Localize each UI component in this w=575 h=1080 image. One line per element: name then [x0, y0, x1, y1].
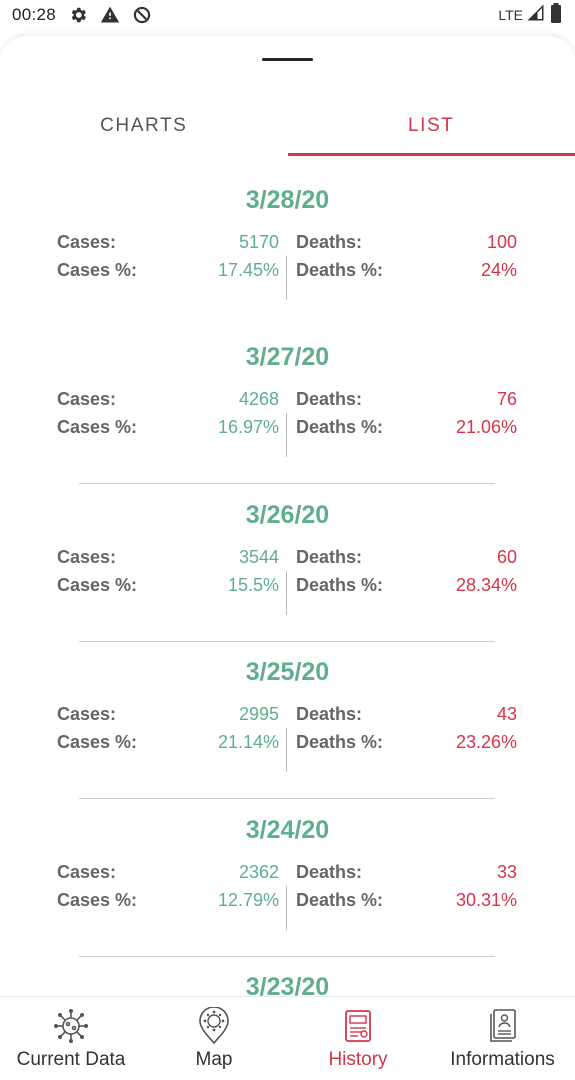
map-pin-icon	[195, 1007, 233, 1045]
cases-pct-value: 12.79%	[217, 890, 279, 910]
cases-value: 3544	[238, 547, 279, 567]
cases-value: 2995	[238, 704, 279, 724]
nav-label-history: History	[328, 1049, 388, 1070]
cases-label: Cases:	[57, 704, 117, 724]
deaths-value: 33	[496, 862, 517, 882]
deaths-label: Deaths:	[296, 232, 363, 252]
cases-value: 5170	[238, 232, 279, 252]
entry-divider	[79, 956, 495, 957]
column-divider	[286, 886, 287, 930]
bottom-navigation: Current Data Map History	[0, 996, 575, 1080]
bottom-sheet: CHARTS LIST 3/28/20 Cases: 5170 Deaths: …	[0, 36, 575, 1080]
row-counts: Cases: 2995 Deaths: 43	[57, 704, 517, 732]
signal-icon	[527, 3, 545, 27]
nav-current-data[interactable]: Current Data	[0, 997, 142, 1080]
deaths-value: 43	[496, 704, 517, 724]
cases-pct-value: 15.5%	[227, 575, 279, 595]
row-percents: Cases %: 15.5% Deaths %: 28.34%	[57, 575, 517, 603]
deaths-pct-label: Deaths %:	[296, 890, 384, 910]
deaths-label: Deaths:	[296, 389, 363, 409]
entry-date: 3/26/20	[245, 501, 330, 529]
battery-icon	[549, 2, 563, 28]
entry-divider	[79, 483, 495, 484]
cases-pct-value: 21.14%	[217, 732, 279, 752]
column-divider	[286, 413, 287, 457]
column-divider	[286, 256, 287, 300]
row-counts: Cases: 2362 Deaths: 33	[57, 862, 517, 890]
row-counts: Cases: 4268 Deaths: 76	[57, 389, 517, 417]
deaths-value: 76	[496, 389, 517, 409]
cases-pct-label: Cases %:	[57, 732, 138, 752]
history-report-icon	[339, 1007, 377, 1045]
nav-informations[interactable]: Informations	[430, 997, 575, 1080]
nav-label-informations: Informations	[450, 1049, 555, 1070]
cases-value: 4268	[238, 389, 279, 409]
deaths-label: Deaths:	[296, 704, 363, 724]
row-counts: Cases: 3544 Deaths: 60	[57, 547, 517, 575]
nav-label-map: Map	[195, 1049, 233, 1070]
settings-gear-icon	[66, 3, 90, 27]
entry-date: 3/25/20	[245, 658, 330, 686]
history-list[interactable]: 3/28/20 Cases: 5170 Deaths: 100 Cases %:…	[0, 166, 575, 996]
nav-map[interactable]: Map	[142, 997, 286, 1080]
deaths-pct-label: Deaths %:	[296, 575, 384, 595]
entry-divider	[79, 798, 495, 799]
data-saver-icon	[130, 3, 154, 27]
column-divider	[286, 571, 287, 615]
deaths-pct-value: 28.34%	[455, 575, 517, 595]
virus-icon	[52, 1007, 90, 1045]
entry-date: 3/24/20	[245, 816, 330, 844]
row-counts: Cases: 5170 Deaths: 100	[57, 232, 517, 260]
deaths-pct-value: 23.26%	[455, 732, 517, 752]
tab-list[interactable]: LIST	[287, 96, 575, 156]
cases-pct-label: Cases %:	[57, 260, 138, 280]
cases-value: 2362	[238, 862, 279, 882]
nav-history[interactable]: History	[286, 997, 430, 1080]
entry-date: 3/27/20	[245, 343, 330, 371]
entry-date: 3/23/20	[245, 973, 330, 996]
cases-pct-value: 16.97%	[217, 417, 279, 437]
nav-label-current-data: Current Data	[16, 1049, 126, 1070]
status-time: 00:28	[12, 5, 57, 24]
cases-label: Cases:	[57, 232, 117, 252]
cases-pct-label: Cases %:	[57, 417, 138, 437]
deaths-pct-label: Deaths %:	[296, 732, 384, 752]
status-bar: 00:28 LTE	[0, 0, 575, 30]
warning-icon	[98, 3, 122, 27]
row-percents: Cases %: 17.45% Deaths %: 24%	[57, 260, 517, 288]
deaths-pct-label: Deaths %:	[296, 417, 384, 437]
network-type: LTE	[498, 7, 523, 23]
cases-pct-label: Cases %:	[57, 890, 138, 910]
entry-date: 3/28/20	[245, 186, 330, 214]
tab-charts[interactable]: CHARTS	[100, 115, 188, 136]
deaths-label: Deaths:	[296, 862, 363, 882]
cases-label: Cases:	[57, 547, 117, 567]
entry-divider	[79, 641, 495, 642]
row-percents: Cases %: 16.97% Deaths %: 21.06%	[57, 417, 517, 445]
cases-pct-label: Cases %:	[57, 575, 138, 595]
deaths-pct-value: 24%	[480, 260, 517, 280]
info-document-icon	[484, 1007, 522, 1045]
cases-pct-value: 17.45%	[217, 260, 279, 280]
row-percents: Cases %: 12.79% Deaths %: 30.31%	[57, 890, 517, 918]
deaths-value: 60	[496, 547, 517, 567]
deaths-pct-value: 30.31%	[455, 890, 517, 910]
sheet-drag-handle[interactable]	[262, 58, 313, 61]
deaths-pct-value: 21.06%	[455, 417, 517, 437]
deaths-value: 100	[486, 232, 517, 252]
cases-label: Cases:	[57, 389, 117, 409]
tab-bar: CHARTS LIST	[0, 96, 575, 156]
cases-label: Cases:	[57, 862, 117, 882]
deaths-label: Deaths:	[296, 547, 363, 567]
row-percents: Cases %: 21.14% Deaths %: 23.26%	[57, 732, 517, 760]
column-divider	[286, 728, 287, 772]
deaths-pct-label: Deaths %:	[296, 260, 384, 280]
